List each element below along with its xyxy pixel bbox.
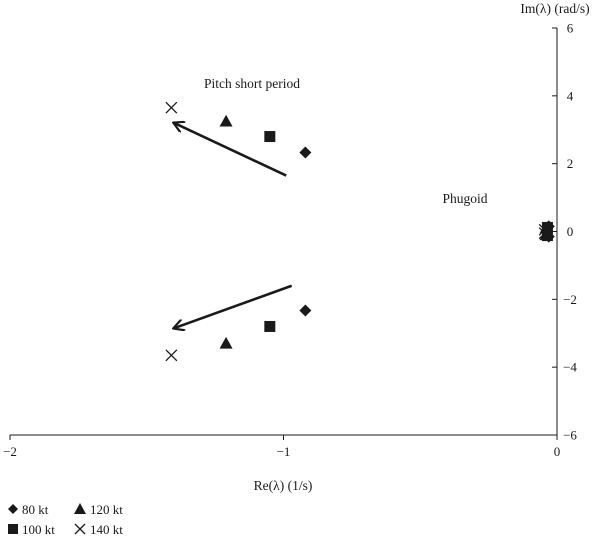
legend-label-140kt: 140 kt <box>90 522 123 537</box>
legend-label-100kt: 100 kt <box>22 522 55 537</box>
chart-marks <box>165 101 555 362</box>
data-point-140kt <box>165 349 178 362</box>
x-tick-label: 0 <box>554 444 561 459</box>
x-tick-label: −1 <box>277 444 291 459</box>
data-point-100kt <box>264 131 276 143</box>
data-point-80kt <box>299 304 312 317</box>
legend-cross-marker <box>74 523 86 535</box>
annotation-pitch-short-period: Pitch short period <box>204 76 300 91</box>
legend-label-120kt: 120 kt <box>90 502 123 517</box>
legend-item-140kt: 140 kt <box>74 522 123 537</box>
legend-square-marker <box>8 524 18 534</box>
x-axis-label: Re(λ) (1/s) <box>254 478 313 493</box>
legend-diamond-marker <box>8 504 18 514</box>
data-point-120kt <box>219 114 233 127</box>
y-tick-label: 2 <box>567 156 574 171</box>
legend: 80 kt 120 kt 100 kt 140 kt <box>8 502 123 537</box>
legend-triangle-marker <box>74 503 86 514</box>
legend-item-100kt: 100 kt <box>8 522 55 537</box>
y-tick-label: 4 <box>567 88 574 103</box>
data-point-80kt <box>299 146 312 159</box>
legend-item-80kt: 80 kt <box>8 502 49 517</box>
legend-label-80kt: 80 kt <box>22 502 49 517</box>
data-point-120kt <box>219 336 233 349</box>
data-point-120kt <box>539 221 553 234</box>
x-tick-label: −2 <box>3 444 17 459</box>
data-point-140kt <box>538 223 551 236</box>
y-tick-label: 0 <box>567 224 574 239</box>
data-point-100kt <box>264 320 276 332</box>
trend-arrow <box>174 284 293 328</box>
y-tick-label: 6 <box>567 21 574 36</box>
annotation-phugoid: Phugoid <box>442 191 487 206</box>
y-axis-label: Im(λ) (rad/s) <box>520 1 589 16</box>
data-point-140kt <box>538 227 551 240</box>
y-tick-label: −2 <box>563 292 577 307</box>
y-tick-label: −6 <box>563 428 577 443</box>
y-tick-label: −4 <box>563 360 577 375</box>
data-point-140kt <box>165 101 178 114</box>
trend-arrow <box>174 123 287 177</box>
legend-item-120kt: 120 kt <box>74 502 123 517</box>
